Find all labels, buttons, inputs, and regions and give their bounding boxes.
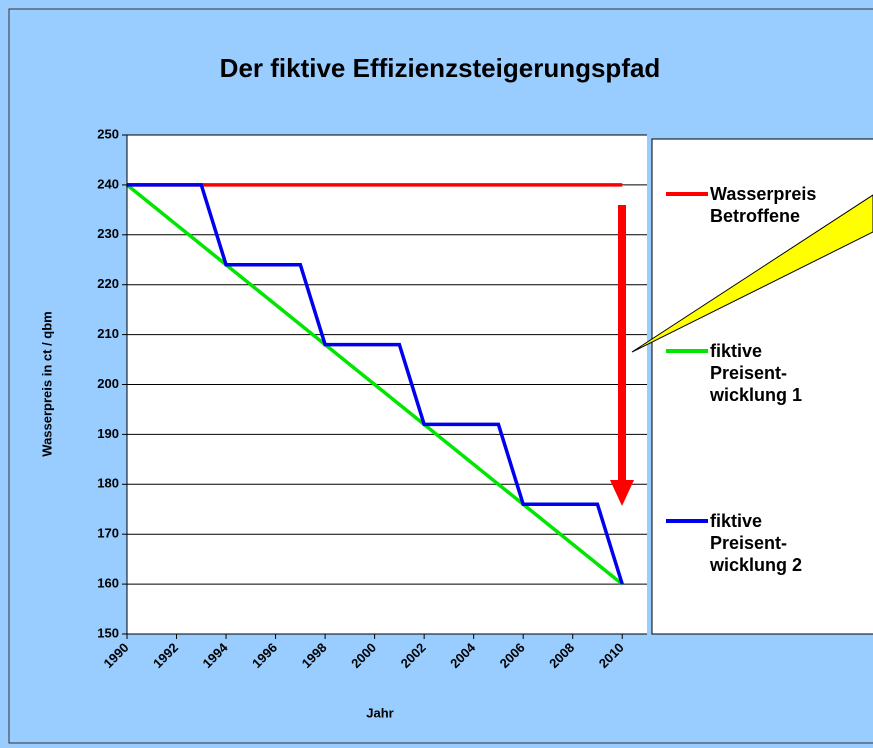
- y-tick-label: 150: [97, 625, 119, 640]
- y-tick-label: 240: [97, 176, 119, 191]
- x-tick-label: 2010: [596, 640, 627, 671]
- series-line: [125, 183, 624, 586]
- arrow-head: [610, 480, 634, 506]
- x-tick-label: 2008: [546, 640, 577, 671]
- x-tick-label: 1996: [249, 640, 280, 671]
- y-tick-label: 250: [97, 126, 119, 141]
- x-tick-label: 1998: [299, 640, 330, 671]
- y-tick-label: 180: [97, 476, 119, 491]
- x-tick-label: 2006: [497, 640, 528, 671]
- y-axis-label: Wasserpreis in ct / qbm: [39, 311, 54, 456]
- x-tick-label: 2004: [447, 639, 479, 671]
- y-tick-label: 170: [97, 526, 119, 541]
- y-tick-label: 210: [97, 326, 119, 341]
- legend-label: Wasserpreis Betroffene: [710, 184, 817, 226]
- x-tick-label: 1992: [150, 640, 181, 671]
- y-tick-label: 160: [97, 576, 119, 591]
- y-tick-label: 200: [97, 376, 119, 391]
- chart-title: Der fiktive Effizienzsteigerungspfad: [220, 53, 661, 83]
- y-tick-label: 190: [97, 426, 119, 441]
- legend-label: fiktive Preisent-wicklung 2: [710, 511, 803, 575]
- series-line: [127, 183, 624, 585]
- x-tick-label: 2002: [398, 640, 429, 671]
- y-tick-label: 230: [97, 226, 119, 241]
- legend-label: fiktive Preisent-wicklung 1: [710, 341, 803, 405]
- chart-border: [8, 8, 873, 744]
- x-axis-label: Jahr: [366, 705, 393, 720]
- x-tick-label: 1990: [100, 640, 131, 671]
- y-tick-label: 220: [97, 276, 119, 291]
- x-tick-label: 2000: [348, 640, 379, 671]
- x-tick-label: 1994: [200, 639, 232, 671]
